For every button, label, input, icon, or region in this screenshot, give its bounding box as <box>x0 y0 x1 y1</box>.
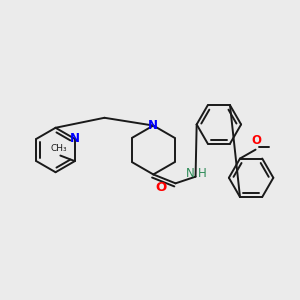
Text: N: N <box>186 167 194 180</box>
Text: H: H <box>198 167 206 180</box>
Text: O: O <box>252 134 262 147</box>
Text: N: N <box>70 132 80 146</box>
Text: N: N <box>148 119 158 132</box>
Text: O: O <box>155 181 167 194</box>
Text: CH₃: CH₃ <box>51 144 68 153</box>
